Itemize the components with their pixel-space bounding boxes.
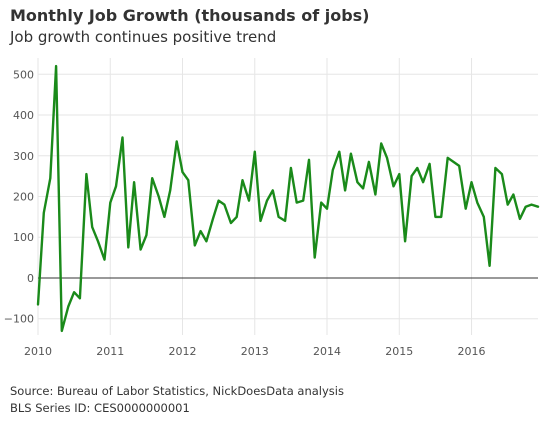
y-tick-label: 300 bbox=[13, 150, 34, 163]
y-tick-label: 100 bbox=[13, 231, 34, 244]
chart-title: Monthly Job Growth (thousands of jobs) bbox=[10, 6, 370, 25]
x-tick-label: 2015 bbox=[385, 345, 413, 358]
y-tick-label: 200 bbox=[13, 191, 34, 204]
x-tick-label: 2011 bbox=[96, 345, 124, 358]
x-tick-label: 2010 bbox=[24, 345, 52, 358]
y-tick-label: 400 bbox=[13, 109, 34, 122]
series-id-caption: BLS Series ID: CES0000000001 bbox=[10, 401, 190, 415]
y-tick-labels: −100 0 100 200 300 400 500 bbox=[4, 68, 34, 325]
series-lines bbox=[36, 64, 540, 333]
x-tick-label: 2013 bbox=[241, 345, 269, 358]
chart-subtitle: Job growth continues positive trend bbox=[10, 28, 277, 46]
job-growth-series-line bbox=[36, 64, 540, 333]
y-tick-label: 500 bbox=[13, 68, 34, 81]
y-tick-label: −100 bbox=[4, 313, 34, 326]
x-tick-labels: 2010 2011 2012 2013 2014 2015 2016 bbox=[24, 345, 486, 358]
x-tick-label: 2014 bbox=[313, 345, 341, 358]
x-tick-label: 2016 bbox=[458, 345, 486, 358]
y-tick-label: 0 bbox=[27, 272, 34, 285]
source-caption: Source: Bureau of Labor Statistics, Nick… bbox=[10, 384, 344, 398]
x-tick-label: 2012 bbox=[169, 345, 197, 358]
